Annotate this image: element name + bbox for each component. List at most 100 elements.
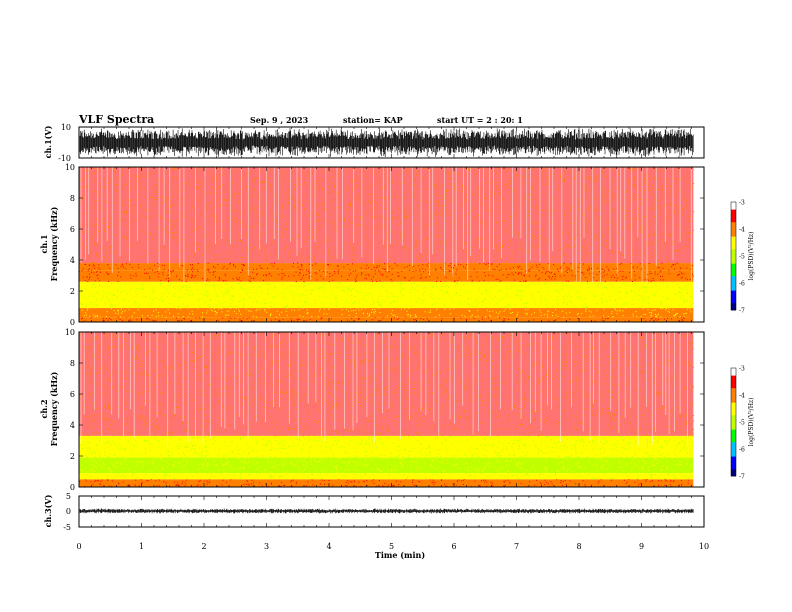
colorbar-segment	[731, 416, 736, 419]
y-tick-label: 4	[70, 421, 75, 430]
spectrogram-band	[79, 281, 694, 309]
colorbar-segment	[731, 272, 736, 275]
colorbar-segment	[731, 400, 736, 403]
colorbar-segment	[731, 225, 736, 228]
time-tick-label: 9	[639, 542, 644, 551]
colorbar-segment	[731, 283, 736, 286]
spectrogram-speckle	[79, 270, 694, 283]
colorbar-segment	[731, 443, 736, 446]
colorbar-segment	[731, 450, 736, 453]
colorbar-segment	[731, 212, 736, 215]
colorbar-segment	[731, 288, 736, 291]
colorbar-segment	[731, 391, 736, 394]
colorbar-segment	[731, 230, 736, 233]
colorbar-ch1: -3 -4 -5 -6 -7 log(PSD)(V²/Hz)	[730, 200, 755, 315]
colorbar-segment	[731, 302, 736, 305]
colorbar-segment	[731, 431, 736, 434]
colorbar-segment	[731, 209, 736, 212]
colorbar-segment	[731, 423, 736, 426]
colorbar-segment	[731, 441, 736, 444]
colorbar-segment	[731, 259, 736, 262]
colorbar-segment	[731, 227, 736, 230]
colorbar-segment	[731, 369, 736, 372]
colorbar-segment	[731, 472, 736, 475]
spectrogram-ch2-panel: 0 2 4 6 8 10 ch.2 Frequency (kHz) -3 -4 -5 -6 -7 l…	[39, 328, 755, 492]
spectrogram-ch1-image	[79, 166, 695, 323]
spectrogram-speckle	[79, 457, 694, 474]
colorbar-segment	[731, 281, 736, 284]
spectrogram-ch1-panel: 0 2 4 6 8 10 ch.1 Frequency (kHz) -3 -4 -5 -6 -7 l…	[39, 163, 755, 327]
time-tick-label: 6	[451, 542, 456, 551]
time-tick-label: 3	[264, 542, 269, 551]
waveform-ch1-line	[79, 128, 694, 157]
colorbar-frame	[730, 201, 737, 311]
y-tick-label: 8	[70, 359, 75, 368]
spectrogram-speckle	[83, 472, 692, 480]
waveform-ch3-ylabel: ch.3(V)	[43, 494, 53, 527]
colorbar-segment	[731, 375, 736, 378]
spectrogram-band	[79, 435, 694, 458]
spectrogram-streaks	[80, 167, 692, 284]
colorbar-segment	[731, 308, 736, 311]
colorbar-segment	[731, 402, 736, 405]
colorbar-segment	[731, 207, 736, 210]
y-tick-label: 4	[70, 256, 75, 265]
colorbar-segment	[731, 211, 736, 214]
y-tick-label: 8	[70, 194, 75, 203]
colorbar-segment	[731, 238, 736, 241]
spectrogram-band	[79, 263, 694, 271]
colorbar-tick-label: -5	[739, 420, 745, 427]
colorbar-segment	[731, 274, 736, 277]
spectrogram-speckle	[79, 281, 694, 309]
colorbar-segment	[731, 295, 736, 298]
station-label: station= KAP	[343, 115, 403, 125]
y-tick-label: 6	[70, 390, 75, 399]
colorbar-segment	[731, 395, 736, 398]
colorbar-segment	[731, 301, 736, 304]
colorbar-segment	[731, 290, 736, 293]
waveform-ch1-ylabel: ch.1(V)	[43, 125, 53, 158]
time-tick-label: 2	[201, 542, 206, 551]
colorbar-segment	[731, 275, 736, 278]
time-tick-label: 1	[139, 542, 144, 551]
colorbar-tick-label: -4	[739, 227, 745, 234]
colorbar-segment	[731, 445, 736, 448]
colorbar-tick-label: -6	[739, 281, 745, 288]
colorbar-segment	[731, 405, 736, 408]
colorbar-segment	[731, 458, 736, 461]
waveform-ch3-line	[79, 508, 694, 514]
colorbar-segment	[731, 468, 736, 471]
spectrogram-band	[79, 332, 694, 436]
colorbar-segment	[731, 292, 736, 295]
colorbar-tick-label: -7	[739, 474, 745, 481]
colorbar-tick-label: -3	[739, 366, 745, 373]
start-time-label: start UT = 2 : 20: 1	[437, 115, 523, 125]
y-tick-label: 2	[70, 287, 75, 296]
colorbar-segment	[731, 270, 736, 273]
colorbar-segment	[731, 239, 736, 242]
colorbar-segment	[731, 434, 736, 437]
colorbar-segment	[731, 293, 736, 296]
waveform-ch3-panel: 5 0 -5 ch.3(V)	[43, 492, 705, 532]
spectrogram-band	[79, 479, 694, 487]
time-tick-label: 8	[576, 542, 581, 551]
spectrogram-ch1-ylabel-channel: ch.1	[39, 234, 49, 253]
colorbar-segment	[731, 378, 736, 381]
colorbar-segment	[731, 422, 736, 425]
colorbar-segment	[731, 407, 736, 410]
spectrogram-streaks	[80, 332, 688, 448]
spectrogram-ch2-ylabel-frequency: Frequency (kHz)	[49, 371, 59, 446]
spectrogram-speckle	[79, 262, 693, 272]
spectrogram-band	[79, 473, 694, 480]
x-ticks	[78, 167, 705, 322]
colorbar-tick-label: -5	[739, 254, 745, 261]
colorbar-label: log(PSD)(V²/Hz)	[748, 232, 755, 281]
colorbar-segment	[731, 234, 736, 237]
colorbar-segment	[731, 257, 736, 260]
colorbar-segment	[731, 220, 736, 223]
colorbar-segment	[731, 371, 736, 374]
chart-title: VLF Spectra	[78, 113, 154, 126]
spectrogram-band	[79, 270, 694, 282]
spectrogram-speckle	[81, 307, 692, 318]
